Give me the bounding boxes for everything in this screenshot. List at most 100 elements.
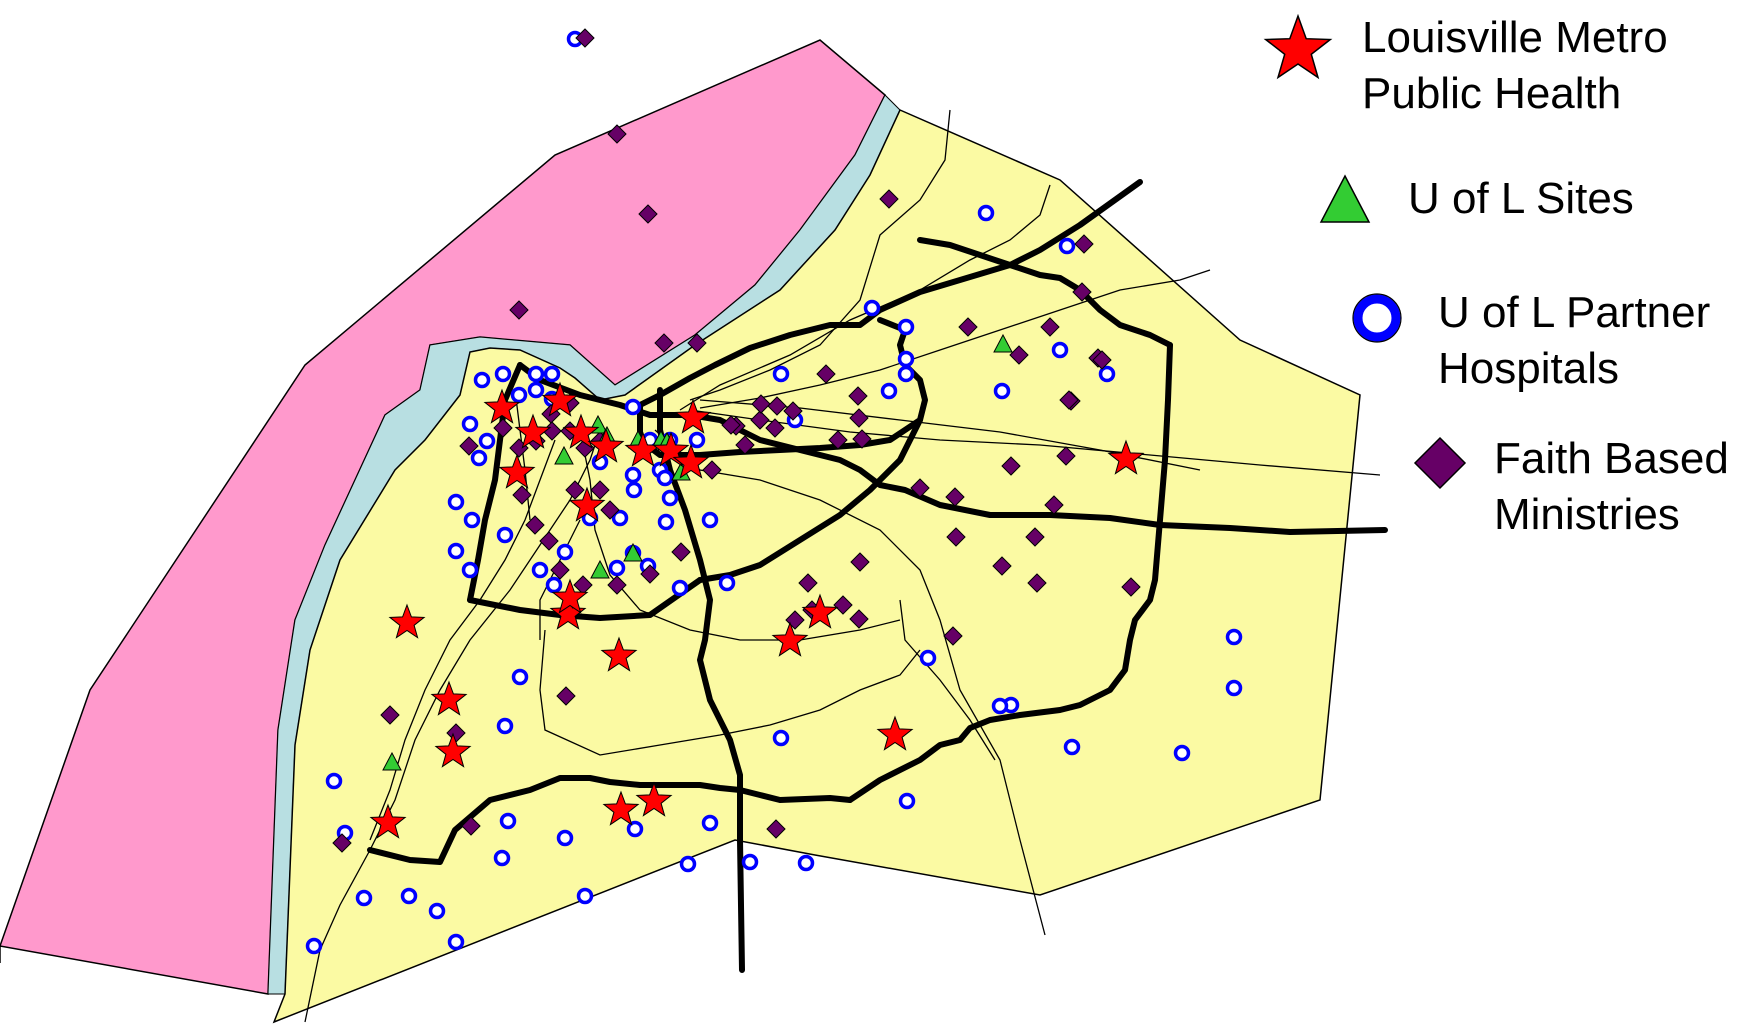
- public-health-site-marker: [430, 680, 468, 716]
- partner-hospital-marker: [447, 542, 465, 560]
- partner-hospital-marker: [624, 466, 642, 484]
- faith-based-ministry-marker: [1025, 527, 1045, 547]
- partner-hospital-marker: [325, 772, 343, 790]
- red-star-icon: [1263, 14, 1333, 80]
- faith-based-ministry-marker: [1027, 573, 1047, 593]
- partner-hospital-marker: [863, 299, 881, 317]
- faith-based-ministry-marker: [1009, 345, 1029, 365]
- public-health-markers: [369, 381, 1145, 839]
- public-health-site-marker: [483, 388, 521, 424]
- partner-hospital-marker: [1098, 365, 1116, 383]
- faith-based-ministry-marker: [1074, 234, 1094, 254]
- faith-based-ministry-marker: [493, 418, 513, 438]
- faith-based-ministry-marker: [509, 300, 529, 320]
- faith-based-ministry-marker: [816, 364, 836, 384]
- partner-hospital-marker: [470, 449, 488, 467]
- partner-hospital-marker: [671, 579, 689, 597]
- partner-hospital-marker: [880, 382, 898, 400]
- uofl-site-marker: [590, 559, 610, 579]
- faith-based-ministry-marker: [750, 410, 770, 430]
- partner-hospital-marker: [428, 902, 446, 920]
- public-health-site-marker: [434, 732, 472, 768]
- uofl-site-marker: [993, 333, 1013, 353]
- partner-hospital-marker: [1225, 628, 1243, 646]
- faith-based-ministry-marker: [332, 833, 352, 853]
- legend-label-uofl-sites: U of L Sites: [1408, 174, 1634, 223]
- public-health-site-marker: [369, 803, 407, 839]
- faith-based-ministry-marker: [1092, 350, 1112, 370]
- legend-label-partner-hospitals: U of L Partner Hospitals: [1438, 288, 1711, 393]
- faith-based-ministry-marker: [600, 500, 620, 520]
- partner-hospital-marker: [527, 381, 545, 399]
- partner-hospital-marker: [657, 513, 675, 531]
- blue-circle-icon: [1352, 293, 1402, 343]
- faith-based-ministry-marker: [850, 552, 870, 572]
- partner-hospital-marker: [993, 382, 1011, 400]
- faith-based-ministry-marker: [958, 317, 978, 337]
- faith-based-ministry-marker: [380, 705, 400, 725]
- public-health-site-marker: [551, 578, 589, 614]
- faith-based-ministry-marker: [992, 556, 1012, 576]
- faith-based-ministry-marker: [461, 816, 481, 836]
- highways: [367, 179, 1388, 973]
- faith-based-ministry-marker: [798, 573, 818, 593]
- partner-hospital-marker: [741, 853, 759, 871]
- faith-based-ministry-marker: [575, 28, 595, 48]
- faith-based-ministry-marker: [1072, 282, 1092, 302]
- faith-based-ministry-marker: [849, 408, 869, 428]
- faith-based-ministry-marker: [1056, 446, 1076, 466]
- partner-hospital-marker: [897, 365, 915, 383]
- faith-based-ministry-marker: [783, 401, 803, 421]
- faith-based-ministry-marker: [556, 686, 576, 706]
- partner-hospital-marker: [679, 855, 697, 873]
- faith-based-ministry-marker: [767, 396, 787, 416]
- partner-hospital-marker: [478, 432, 496, 450]
- partner-hospital-marker: [1225, 679, 1243, 697]
- partner-hospital-marker: [772, 729, 790, 747]
- faith-based-ministry-marker: [607, 124, 627, 144]
- faith-based-ministry-marker: [751, 394, 771, 414]
- legend-item-uofl-sites: U of L Sites: [1318, 171, 1634, 227]
- faith-based-ministry-marker: [1121, 577, 1141, 597]
- partner-hospital-marker: [400, 887, 418, 905]
- hospital-markers: [305, 30, 1243, 955]
- jefferson-county: [272, 109, 1361, 1024]
- partner-hospital-marker: [494, 365, 512, 383]
- ministry-markers: [332, 28, 1141, 853]
- public-health-site-marker: [568, 486, 606, 522]
- public-health-site-marker: [541, 381, 579, 417]
- faith-based-ministry-marker: [848, 386, 868, 406]
- partner-hospital-marker: [991, 697, 1009, 715]
- faith-based-ministry-marker: [766, 819, 786, 839]
- partner-hospital-marker: [531, 561, 549, 579]
- public-health-site-marker: [876, 715, 914, 751]
- public-health-site-marker: [602, 790, 640, 826]
- faith-based-ministry-marker: [607, 575, 627, 595]
- uofl-site-marker: [623, 542, 643, 562]
- faith-based-ministry-marker: [1040, 317, 1060, 337]
- partner-hospital-marker: [493, 849, 511, 867]
- faith-based-ministry-marker: [702, 460, 722, 480]
- faith-based-ministry-marker: [590, 480, 610, 500]
- faith-based-ministry-marker: [550, 560, 570, 580]
- partner-hospital-marker: [611, 509, 629, 527]
- public-health-site-marker: [514, 413, 552, 449]
- partner-hospital-marker: [556, 829, 574, 847]
- partner-hospital-marker: [624, 398, 642, 416]
- legend-item-public-health: Louisville Metro Public Health: [1262, 10, 1668, 122]
- legend-item-partner-hospitals: U of L Partner Hospitals: [1352, 285, 1710, 397]
- public-health-site-marker: [771, 621, 809, 657]
- public-health-site-marker: [635, 781, 673, 817]
- green-triangle-icon: [1319, 174, 1371, 223]
- faith-based-ministry-marker: [640, 564, 660, 584]
- public-health-site-marker: [549, 594, 587, 630]
- partner-hospital-marker: [527, 365, 545, 383]
- faith-based-ministry-marker: [565, 480, 585, 500]
- partner-hospital-marker: [897, 318, 915, 336]
- faith-based-ministry-marker: [539, 531, 559, 551]
- public-health-site-marker: [672, 443, 710, 479]
- public-health-site-marker: [652, 431, 690, 467]
- faith-based-ministry-marker: [735, 435, 755, 455]
- faith-based-ministry-marker: [852, 429, 872, 449]
